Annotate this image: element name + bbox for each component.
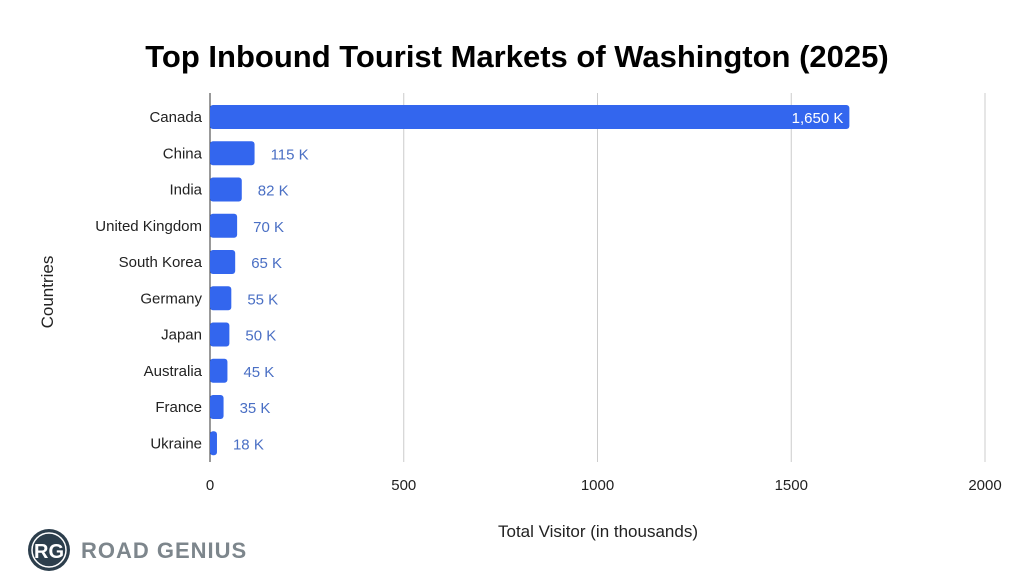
road-genius-logo: RG ROAD GENIUS: [28, 529, 247, 571]
y-tick-label: Japan: [161, 327, 202, 344]
y-tick-label: India: [169, 182, 202, 199]
bar: [210, 286, 232, 311]
bar: [210, 395, 224, 419]
data-label: 45 K: [243, 364, 274, 381]
data-label: 82 K: [258, 183, 289, 200]
y-tick-label: Germany: [140, 290, 202, 307]
y-axis-label: Countries: [38, 256, 57, 329]
chart-title: Top Inbound Tourist Markets of Washingto…: [145, 39, 888, 74]
bar: [210, 177, 242, 202]
bar: [210, 322, 230, 347]
bar: [210, 358, 228, 383]
y-tick-label: Australia: [144, 363, 203, 380]
y-tick-label: Ukraine: [150, 435, 202, 452]
data-label: 1,650 K: [792, 110, 844, 127]
data-label: 18 K: [233, 436, 264, 453]
bar: [210, 105, 850, 129]
x-tick-label: 2000: [968, 477, 1001, 494]
bar: [210, 141, 255, 166]
logo-initials: RG: [34, 541, 64, 563]
data-label: 70 K: [253, 219, 284, 236]
y-tick-label: South Korea: [119, 254, 203, 271]
x-axis-label: Total Visitor (in thousands): [498, 522, 698, 541]
bar: [210, 431, 217, 456]
y-tick-label: China: [163, 145, 203, 162]
x-tick-label: 0: [206, 477, 214, 494]
data-label: 65 K: [251, 255, 282, 272]
x-tick-label: 1500: [775, 477, 808, 494]
data-label: 55 K: [247, 291, 278, 308]
y-tick-label: France: [155, 399, 202, 416]
bar: [210, 213, 238, 238]
x-tick-label: 500: [391, 477, 416, 494]
data-label: 35 K: [240, 400, 271, 417]
logo-text: ROAD GENIUS: [81, 538, 247, 563]
logo-badge: [28, 529, 70, 571]
bar: [210, 250, 236, 274]
y-tick-label: Canada: [149, 109, 202, 126]
x-tick-label: 1000: [581, 477, 614, 494]
data-label: 50 K: [245, 328, 276, 345]
y-tick-label: United Kingdom: [95, 218, 202, 235]
data-label: 115 K: [271, 146, 309, 163]
